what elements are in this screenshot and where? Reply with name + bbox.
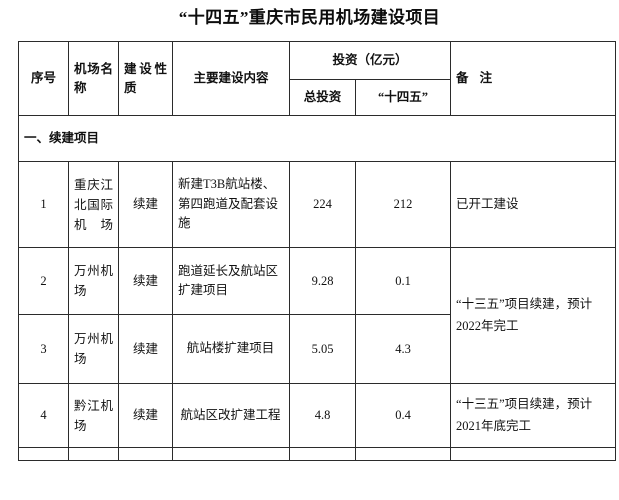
cell-airport-name xyxy=(68,447,119,461)
cell-total-investment: 5.05 xyxy=(289,314,356,384)
header-label-main-content: 主要建设内容 xyxy=(193,71,269,86)
cell-remark: “十三五”项目续建，预计2021年底完工 xyxy=(450,383,617,448)
page-title: “十四五”重庆市民用机场建设项目 xyxy=(178,8,441,27)
table-row: 4 黔江机场 续建 航站区改扩建工程 4.8 0.4 “十三五”项目续建，预计2… xyxy=(18,383,617,448)
table-row-partial xyxy=(18,447,617,461)
header-label-investment-group: 投资（亿元） xyxy=(332,53,408,68)
projects-table-container: 序号 机场名称 建设性质 主要建设内容 投资（亿元） 备 xyxy=(17,41,617,461)
cell-main-content: 航站区改扩建工程 xyxy=(172,383,290,448)
header-cell-plan-investment: “十四五” xyxy=(354,79,452,116)
cell-seq: 2 xyxy=(18,247,69,315)
cell-seq xyxy=(18,447,69,461)
cell-main-content: 新建T3B航站楼、第四跑道及配套设施 xyxy=(172,161,290,248)
cell-remark: “十三五”项目续建，预计2022年完工 xyxy=(450,247,617,384)
cell-remark: 已开工建设 xyxy=(450,161,617,248)
table-header-row-1: 序号 机场名称 建设性质 主要建设内容 投资（亿元） 备 xyxy=(18,41,617,116)
cell-total-investment: 4.8 xyxy=(289,383,356,448)
cell-total-investment xyxy=(289,447,356,461)
table-row: 2 万州机场 续建 跑道延长及航站区扩建项目 9.28 0.1 “十三五”项目续… xyxy=(18,247,617,384)
cell-plan-investment: 0.1 xyxy=(354,247,452,315)
header-cell-main-content: 主要建设内容 xyxy=(172,41,290,116)
table-row: 3 万州机场 续建 航站楼扩建项目 5.05 4.3 xyxy=(18,314,616,384)
cell-airport-name: 黔江机场 xyxy=(68,383,119,448)
cell-nature xyxy=(118,447,173,461)
cell-nature: 续建 xyxy=(118,161,173,248)
table-row: 1 重庆江北国际机场 续建 新建T3B航站楼、第四跑道及配套设施 224 212… xyxy=(18,161,617,248)
header-label-seq: 序号 xyxy=(30,71,56,86)
header-cell-airport-name: 机场名称 xyxy=(68,41,119,116)
header-cell-total-investment: 总投资 xyxy=(289,79,356,116)
cell-main-content xyxy=(172,447,290,461)
header-label-remark: 备 注 xyxy=(456,71,497,86)
cell-nature: 续建 xyxy=(118,383,173,448)
header-label-plan-investment: “十四五” xyxy=(378,90,429,105)
section-label-cell: 一、续建项目 xyxy=(17,115,617,162)
cell-seq: 4 xyxy=(18,383,69,448)
cell-total-investment: 9.28 xyxy=(289,247,356,315)
cell-total-investment: 224 xyxy=(289,161,356,248)
projects-table: 序号 机场名称 建设性质 主要建设内容 投资（亿元） 备 xyxy=(17,41,617,461)
header-cell-remark: 备 注 xyxy=(450,41,617,116)
cell-airport-name: 万州机场 xyxy=(68,247,119,315)
cell-remark xyxy=(450,447,617,461)
cell-airport-name: 万州机场 xyxy=(68,314,119,384)
cell-plan-investment: 0.4 xyxy=(354,383,452,448)
cell-plan-investment: 4.3 xyxy=(354,314,452,384)
cell-airport-name: 重庆江北国际机场 xyxy=(68,161,119,248)
table-section-row: 一、续建项目 xyxy=(17,115,617,162)
header-label-total-investment: 总投资 xyxy=(303,90,342,105)
table-header-row-2: 总投资 “十四五” xyxy=(19,79,616,116)
cell-nature: 续建 xyxy=(118,247,173,315)
cell-plan-investment xyxy=(354,447,452,461)
section-label: 一、续建项目 xyxy=(24,131,100,146)
cell-main-content: 跑道延长及航站区扩建项目 xyxy=(172,247,290,315)
header-cell-construction-nature: 建设性质 xyxy=(118,41,173,116)
header-label-construction-nature: 建设性质 xyxy=(124,62,167,95)
cell-seq: 1 xyxy=(18,161,69,248)
cell-nature: 续建 xyxy=(118,314,173,384)
cell-seq: 3 xyxy=(18,314,69,384)
header-label-airport-name: 机场名称 xyxy=(74,62,113,95)
cell-main-content: 航站楼扩建项目 xyxy=(172,314,290,384)
header-cell-seq: 序号 xyxy=(18,41,69,116)
header-cell-investment-group: 投资（亿元） xyxy=(288,41,452,80)
cell-plan-investment: 212 xyxy=(354,161,452,248)
